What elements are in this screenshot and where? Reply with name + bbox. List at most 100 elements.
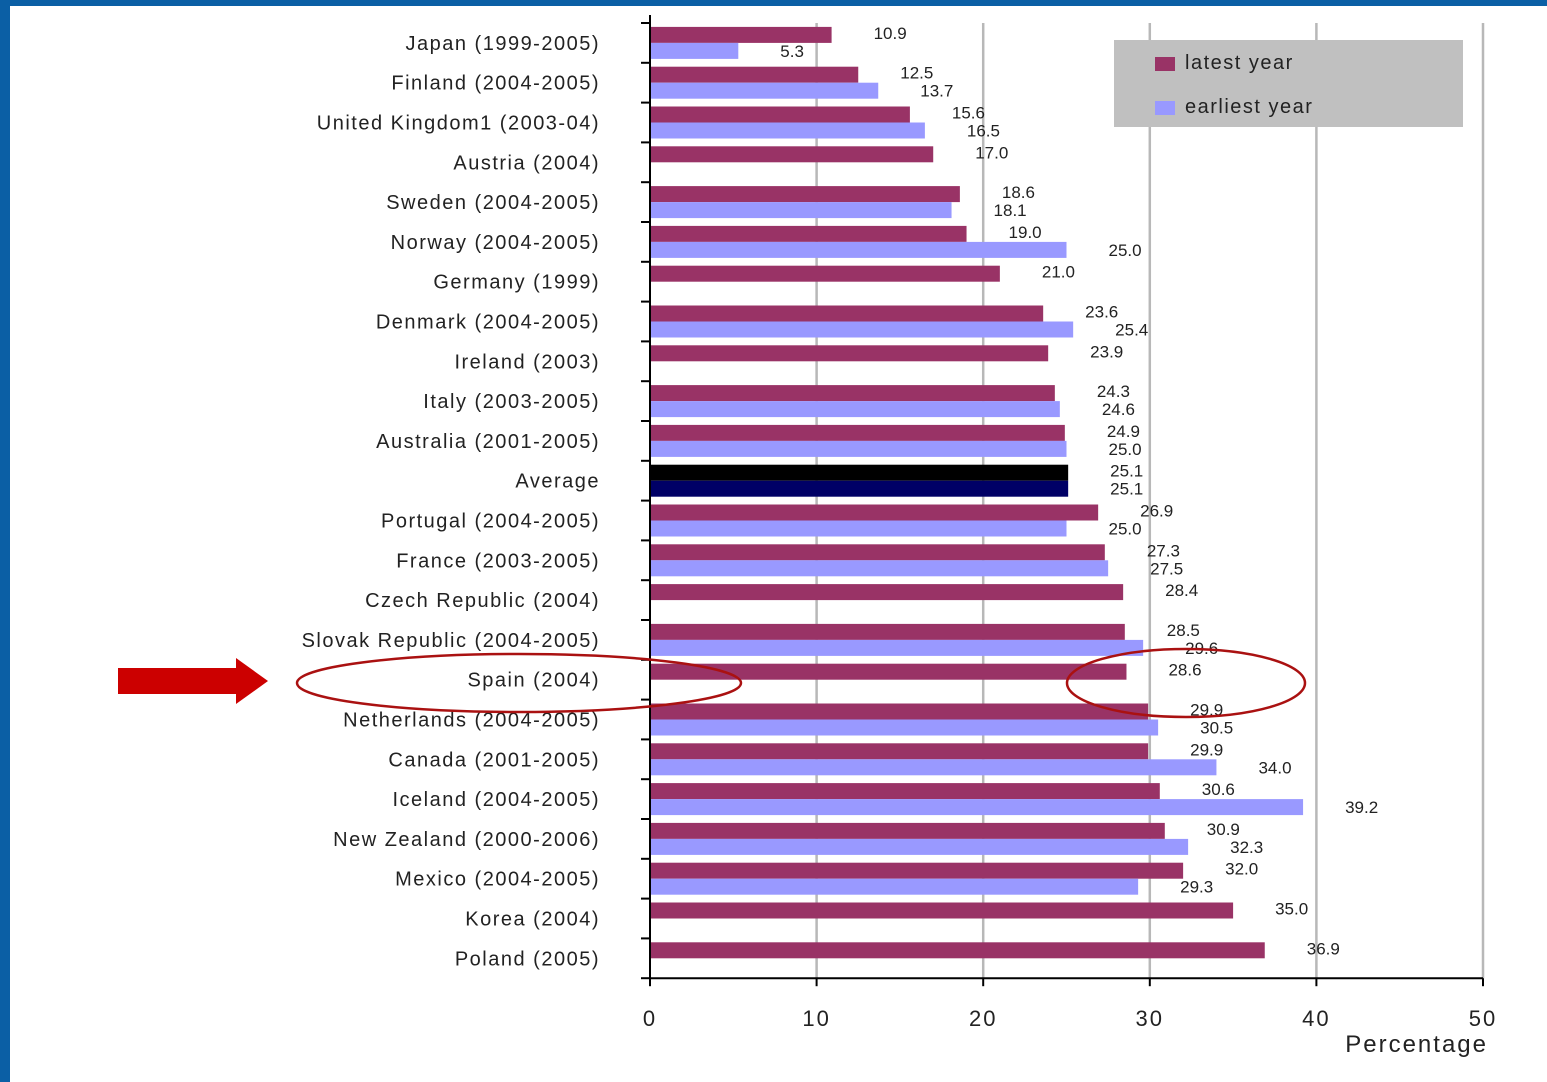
value-labels: 10.9 5.3 12.513.7 15.616.5 17.0 18.618.1 19.0 2… bbox=[780, 24, 1378, 958]
value-label-latest: 18.6 bbox=[1002, 183, 1035, 202]
arrow-shaft bbox=[118, 668, 240, 694]
value-label-earliest: 18.1 bbox=[994, 201, 1027, 220]
bar-earliest bbox=[650, 440, 1067, 457]
value-label-latest: 29.9 bbox=[1190, 701, 1223, 720]
value-label-latest: 26.9 bbox=[1140, 502, 1173, 521]
bar-earliest bbox=[650, 719, 1159, 736]
bar-latest bbox=[650, 942, 1265, 959]
annotations bbox=[118, 647, 1307, 719]
bar-latest bbox=[650, 265, 1000, 282]
bar-latest bbox=[650, 464, 1069, 481]
category-label: Poland (2005) bbox=[455, 948, 600, 970]
bar-latest bbox=[650, 345, 1049, 362]
category-label: France (2003-2005) bbox=[396, 550, 600, 572]
x-axis-label: Percentage bbox=[1345, 1031, 1488, 1058]
value-label-earliest: 27.5 bbox=[1150, 559, 1183, 578]
category-label: Denmark (2004-2005) bbox=[376, 312, 600, 334]
category-label: Norway (2004-2005) bbox=[391, 232, 600, 254]
bar-latest bbox=[650, 902, 1234, 919]
category-label: Average bbox=[515, 471, 600, 493]
bar-chart: Lemonanon latest year earliest year 10.9… bbox=[118, 6, 1497, 1058]
category-label: Japan (1999-2005) bbox=[405, 33, 600, 55]
bars bbox=[650, 26, 1304, 959]
value-label-latest: 21.0 bbox=[1042, 263, 1075, 282]
x-tick-label: 20 bbox=[969, 1006, 997, 1031]
bar-latest bbox=[650, 106, 910, 123]
category-label: Slovak Republic (2004-2005) bbox=[302, 630, 600, 652]
highlight-ellipse-category bbox=[295, 652, 743, 714]
x-tick-label: 50 bbox=[1469, 1006, 1497, 1031]
bar-latest bbox=[650, 424, 1065, 441]
bar-latest bbox=[650, 663, 1127, 680]
bar-latest bbox=[650, 743, 1149, 760]
bar-latest bbox=[650, 623, 1125, 640]
bar-latest bbox=[650, 783, 1160, 800]
bar-earliest bbox=[650, 759, 1217, 776]
category-label: Italy (2003-2005) bbox=[423, 391, 600, 413]
legend-label-latest: latest year bbox=[1185, 52, 1294, 74]
value-label-latest: 28.6 bbox=[1168, 661, 1201, 680]
bar-earliest bbox=[650, 401, 1060, 418]
bar-latest bbox=[650, 862, 1184, 879]
category-label: Mexico (2004-2005) bbox=[395, 869, 600, 891]
value-label-earliest: 25.0 bbox=[1109, 520, 1142, 539]
bar-earliest bbox=[650, 639, 1144, 656]
bar-earliest bbox=[650, 878, 1139, 895]
value-label-latest: 30.6 bbox=[1202, 780, 1235, 799]
value-label-latest: 30.9 bbox=[1207, 820, 1240, 839]
slide-frame: Lemonanon latest year earliest year 10.9… bbox=[10, 6, 1547, 1082]
value-label-earliest: 30.5 bbox=[1200, 719, 1233, 738]
category-label: Czech Republic (2004) bbox=[365, 590, 600, 612]
bar-latest bbox=[650, 146, 934, 163]
legend-label-earliest: earliest year bbox=[1185, 96, 1313, 118]
bar-earliest bbox=[650, 799, 1304, 816]
value-label-earliest: 13.7 bbox=[920, 82, 953, 101]
bar-latest bbox=[650, 822, 1165, 839]
value-label-latest: 17.0 bbox=[975, 143, 1008, 162]
value-label-earliest: 34.0 bbox=[1258, 758, 1291, 777]
x-tick-label: 10 bbox=[802, 1006, 830, 1031]
bar-latest bbox=[650, 305, 1044, 322]
bar-latest bbox=[650, 186, 960, 203]
value-label-latest: 28.5 bbox=[1167, 621, 1200, 640]
value-label-latest: 25.1 bbox=[1110, 462, 1143, 481]
bar-latest bbox=[650, 385, 1055, 402]
category-label: Sweden (2004-2005) bbox=[386, 192, 600, 214]
legend: latest year earliest year bbox=[1114, 40, 1463, 127]
bar-earliest bbox=[650, 321, 1074, 338]
bar-latest bbox=[650, 26, 832, 43]
category-label: Netherlands (2004-2005) bbox=[343, 710, 600, 732]
value-label-latest: 19.0 bbox=[1009, 223, 1042, 242]
category-labels: Japan (1999-2005) Finland (2004-2005) Unit… bbox=[302, 33, 600, 970]
bar-latest bbox=[650, 584, 1124, 601]
value-label-latest: 27.3 bbox=[1147, 541, 1180, 560]
bar-latest bbox=[650, 504, 1099, 521]
legend-swatch-latest bbox=[1155, 57, 1175, 71]
category-label: New Zealand (2000-2006) bbox=[333, 829, 600, 851]
x-tick-labels: 0 10 20 30 40 50 bbox=[643, 1006, 1497, 1031]
category-label: Australia (2001-2005) bbox=[376, 431, 600, 453]
value-label-earliest: 32.3 bbox=[1230, 838, 1263, 857]
value-label-earliest: 25.0 bbox=[1109, 241, 1142, 260]
bar-latest bbox=[650, 544, 1105, 561]
category-label: Korea (2004) bbox=[465, 909, 600, 931]
bar-earliest bbox=[650, 202, 952, 219]
value-label-latest: 32.0 bbox=[1225, 860, 1258, 879]
value-label-earliest: 25.0 bbox=[1109, 440, 1142, 459]
bar-latest bbox=[650, 225, 967, 242]
value-label-latest: 23.6 bbox=[1085, 303, 1118, 322]
value-label-earliest: 25.1 bbox=[1110, 480, 1143, 499]
value-label-earliest: 39.2 bbox=[1345, 798, 1378, 817]
x-tick-label: 40 bbox=[1302, 1006, 1330, 1031]
bar-earliest bbox=[650, 82, 879, 99]
highlight-ellipse-value bbox=[1065, 647, 1307, 719]
value-label-earliest: 29.3 bbox=[1180, 878, 1213, 897]
value-label-latest: 29.9 bbox=[1190, 740, 1223, 759]
bar-earliest bbox=[650, 42, 739, 59]
category-label: Spain (2004) bbox=[467, 670, 600, 692]
bar-earliest bbox=[650, 122, 925, 139]
value-label-latest: 28.4 bbox=[1165, 581, 1198, 600]
category-label: Ireland (2003) bbox=[454, 351, 600, 373]
value-label-latest: 35.0 bbox=[1275, 900, 1308, 919]
bar-earliest bbox=[650, 241, 1067, 258]
